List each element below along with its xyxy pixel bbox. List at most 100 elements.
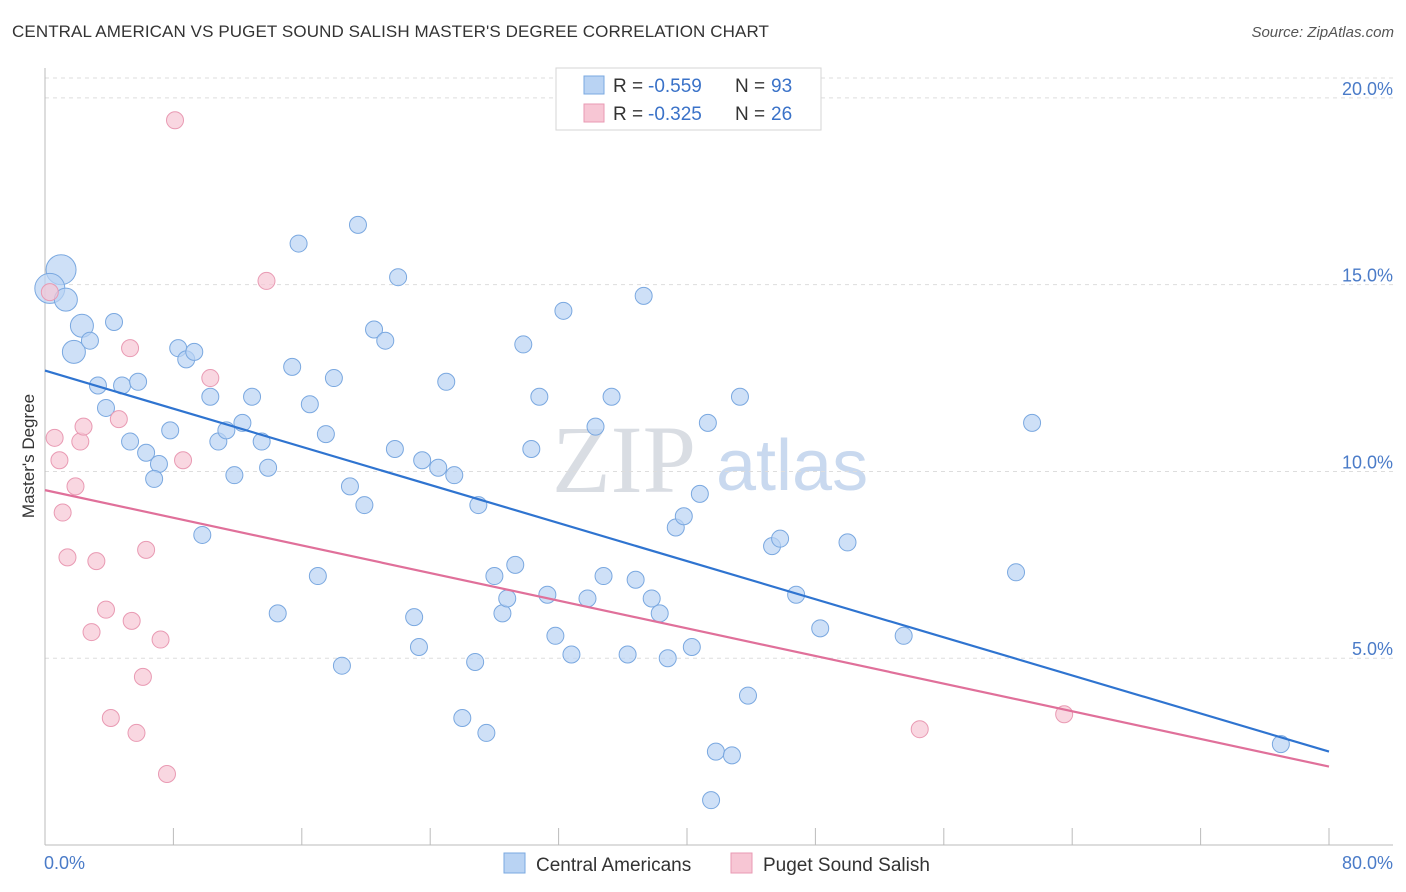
central-americans-point xyxy=(554,301,573,320)
watermark-atlas: atlas xyxy=(716,426,868,506)
central-americans-point xyxy=(642,589,661,608)
series-legend-label-central-americans: Central Americans xyxy=(536,855,691,876)
puget-sound-salish-point xyxy=(45,428,64,447)
series-legend-label-puget-sound-salish: Puget Sound Salish xyxy=(763,855,930,876)
central-americans-point xyxy=(698,413,717,432)
puget-sound-salish-point xyxy=(66,477,85,496)
central-americans-point xyxy=(453,708,472,727)
central-americans-point xyxy=(634,286,653,305)
legend-r-label-1: R = xyxy=(613,76,643,97)
central-americans-point xyxy=(771,529,790,548)
legend-n-value-1: 93 xyxy=(771,76,792,97)
central-americans-point xyxy=(522,440,541,459)
central-americans-point xyxy=(602,387,621,406)
puget-sound-salish-point xyxy=(151,630,170,649)
puget-sound-salish-point xyxy=(166,111,185,130)
y-tick-label: 20.0% xyxy=(1342,79,1393,99)
central-americans-point xyxy=(811,619,830,638)
central-americans-point xyxy=(121,432,140,451)
central-americans-point xyxy=(690,484,709,503)
puget-sound-salish-point xyxy=(122,611,141,630)
central-americans-point xyxy=(145,469,164,488)
central-americans-point xyxy=(498,589,517,608)
central-americans-point xyxy=(316,425,335,444)
central-americans-point xyxy=(413,451,432,470)
y-tick-label: 10.0% xyxy=(1342,452,1393,472)
central-americans-point xyxy=(61,339,86,364)
trend-line-puget-sound-salish xyxy=(44,489,1330,768)
legend-n-value-2: 26 xyxy=(771,104,792,125)
puget-sound-salish-point xyxy=(910,720,929,739)
x-tick-label-max: 80.0% xyxy=(1342,853,1393,873)
central-americans-point xyxy=(702,791,721,810)
puget-sound-salish-point xyxy=(257,271,276,290)
legend-r-label-2: R = xyxy=(613,104,643,125)
central-americans-point xyxy=(137,443,156,462)
central-americans-point xyxy=(658,649,677,668)
central-americans-point xyxy=(650,604,669,623)
central-americans-point xyxy=(578,589,597,608)
legend-r-value-2: -0.325 xyxy=(648,104,702,125)
central-americans-point xyxy=(193,525,212,544)
central-americans-point xyxy=(1271,735,1290,754)
chart-title: CENTRAL AMERICAN VS PUGET SOUND SALISH M… xyxy=(12,22,770,41)
central-americans-point xyxy=(506,555,525,574)
central-americans-point xyxy=(730,387,749,406)
central-americans-point xyxy=(722,746,741,765)
y-axis-label: Master's Degree xyxy=(19,394,38,518)
central-americans-point xyxy=(429,458,448,477)
data-points xyxy=(34,111,1290,810)
watermark-zip: ZIP xyxy=(552,406,696,513)
x-tick-label-min: 0.0% xyxy=(44,853,85,873)
central-americans-point xyxy=(514,335,533,354)
central-americans-point xyxy=(706,742,725,761)
trend-line-central-americans xyxy=(44,369,1330,753)
central-americans-point xyxy=(185,342,204,361)
central-americans-point xyxy=(493,604,512,623)
central-americans-point xyxy=(1023,413,1042,432)
central-americans-point xyxy=(586,417,605,436)
central-americans-point xyxy=(618,645,637,664)
central-americans-point xyxy=(445,466,464,485)
y-tick-labels: 5.0% 10.0% 15.0% 20.0% xyxy=(1342,79,1393,659)
series-legend: Central Americans Puget Sound Salish xyxy=(503,852,930,876)
legend-swatch-puget-sound-salish xyxy=(583,103,605,123)
central-americans-point xyxy=(129,372,148,391)
central-americans-point xyxy=(389,268,408,287)
central-americans-point xyxy=(283,357,302,376)
puget-sound-salish-point xyxy=(87,552,106,571)
central-americans-point xyxy=(243,387,262,406)
puget-sound-salish-point xyxy=(53,503,72,522)
central-americans-point xyxy=(268,604,287,623)
puget-sound-salish-point xyxy=(101,708,120,727)
puget-sound-salish-point xyxy=(121,339,140,358)
central-americans-point xyxy=(546,626,565,645)
central-americans-point xyxy=(894,626,913,645)
central-americans-point xyxy=(289,234,308,253)
puget-sound-salish-point xyxy=(58,548,77,567)
central-americans-point xyxy=(626,570,645,589)
puget-sound-salish-point xyxy=(82,623,101,642)
central-americans-point xyxy=(477,723,496,742)
puget-sound-salish-point xyxy=(174,451,193,470)
trend-lines xyxy=(44,369,1330,768)
puget-sound-salish-point xyxy=(71,432,90,451)
central-americans-point xyxy=(466,652,485,671)
central-americans-point xyxy=(485,567,504,586)
series-legend-swatch-pink xyxy=(730,852,753,874)
y-tick-label: 5.0% xyxy=(1352,639,1393,659)
central-americans-point xyxy=(365,320,384,339)
central-americans-point xyxy=(252,432,271,451)
puget-sound-salish-point xyxy=(40,283,59,302)
puget-sound-salish-point xyxy=(74,417,93,436)
central-americans-point xyxy=(308,567,327,586)
puget-sound-salish-point xyxy=(157,765,176,784)
legend-n-label-1: N = xyxy=(735,76,765,97)
legend-n-label-2: N = xyxy=(735,104,765,125)
stats-legend: R = -0.559 N = 93 R = -0.325 N = 26 xyxy=(555,67,822,131)
legend-swatch-central-americans xyxy=(583,75,605,95)
puget-sound-salish-point xyxy=(50,451,69,470)
central-americans-point xyxy=(405,608,424,627)
puget-sound-salish-point xyxy=(137,540,156,559)
